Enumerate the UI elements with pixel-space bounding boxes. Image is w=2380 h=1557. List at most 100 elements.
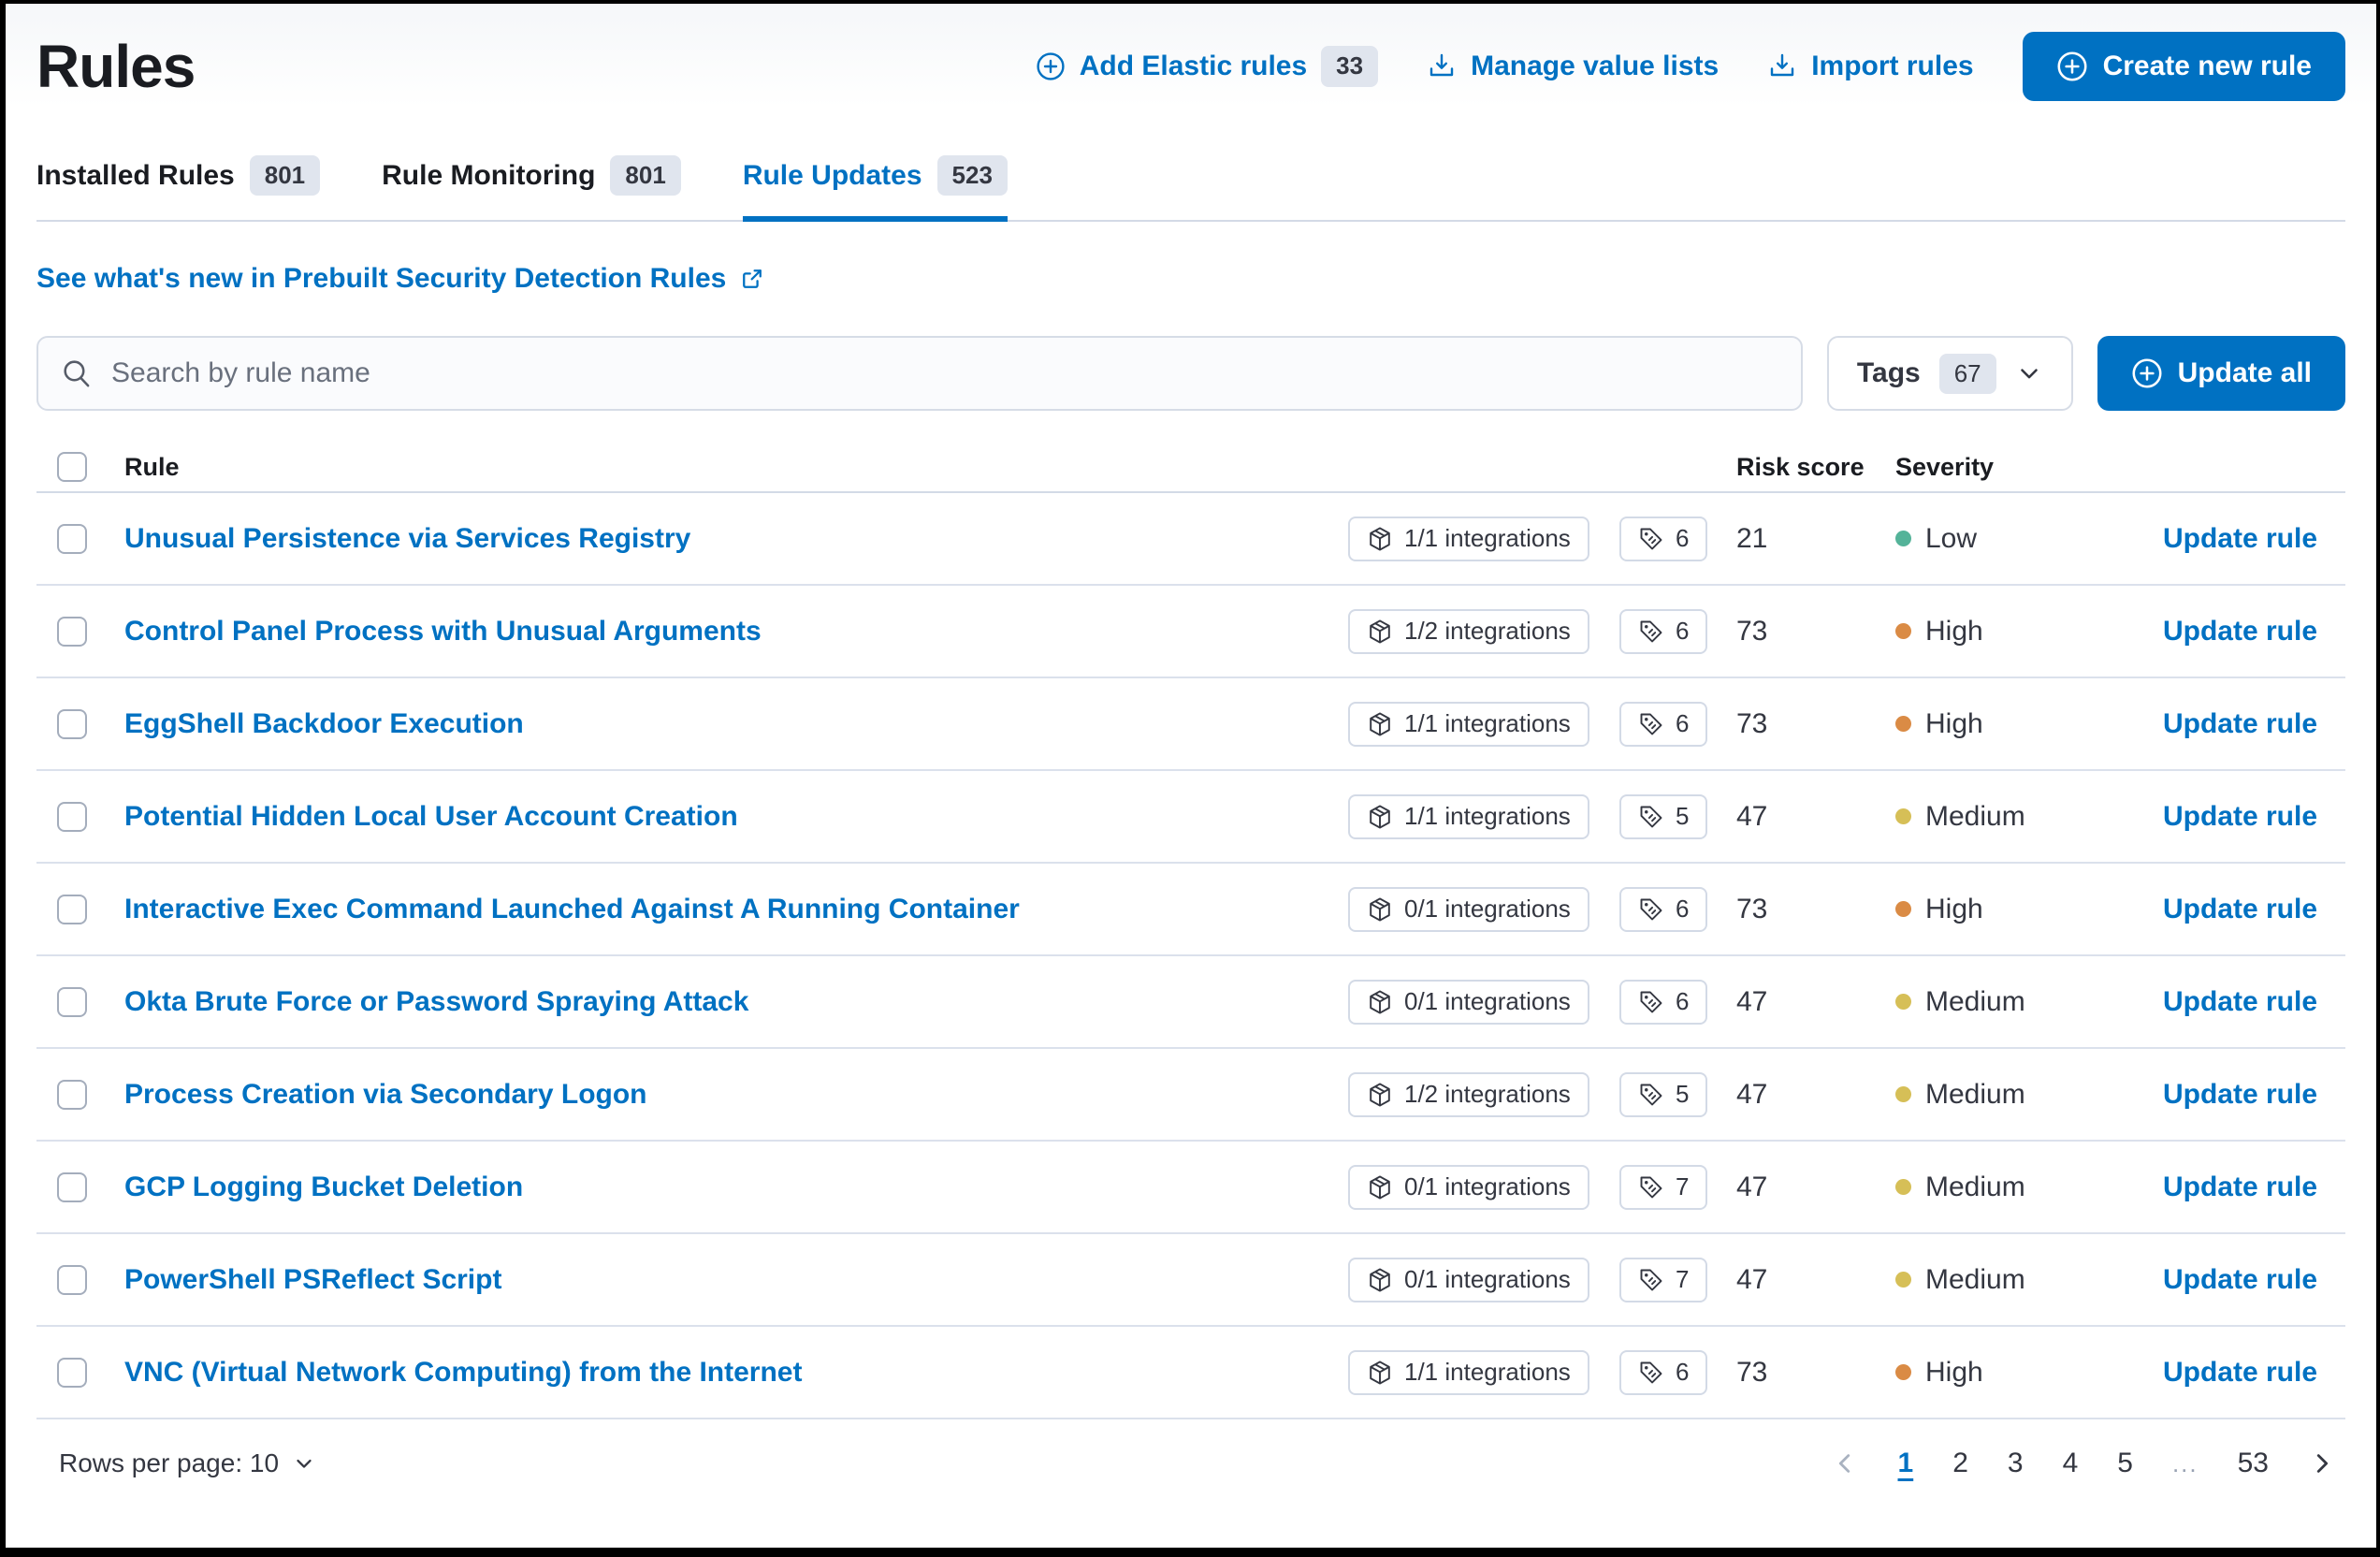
previous-page-button[interactable] xyxy=(1831,1449,1859,1477)
tag-icon xyxy=(1638,1174,1664,1200)
tags-badge[interactable]: 6 xyxy=(1619,886,1708,932)
row-checkbox[interactable] xyxy=(57,1264,87,1295)
import-icon xyxy=(1767,51,1797,81)
tags-badge[interactable]: 6 xyxy=(1619,1349,1708,1395)
tags-cell: 5 xyxy=(1619,793,1736,839)
next-page-button[interactable] xyxy=(2308,1449,2336,1477)
tags-badge-label: 7 xyxy=(1676,1265,1690,1294)
tags-filter-button[interactable]: Tags 67 xyxy=(1826,336,2073,412)
pagination-page-1[interactable]: 1 xyxy=(1897,1448,1914,1479)
rule-name-cell: Unusual Persistence via Services Registr… xyxy=(102,523,1348,555)
tags-badge[interactable]: 6 xyxy=(1619,516,1708,561)
row-select-cell xyxy=(36,708,102,739)
integrations-cell: 0/1 integrations xyxy=(1348,886,1619,932)
integrations-badge-label: 0/1 integrations xyxy=(1404,987,1571,1016)
update-rule-link[interactable]: Update rule xyxy=(2162,1078,2317,1110)
search-input[interactable] xyxy=(111,357,1778,390)
risk-score-value: 47 xyxy=(1736,1171,1768,1202)
update-rule-link[interactable]: Update rule xyxy=(2162,985,2317,1017)
tags-badge[interactable]: 5 xyxy=(1619,1071,1708,1117)
row-checkbox[interactable] xyxy=(57,708,87,739)
row-checkbox[interactable] xyxy=(57,801,87,832)
update-all-button[interactable]: Update all xyxy=(2097,336,2345,412)
update-rule-link[interactable]: Update rule xyxy=(2162,893,2317,924)
tab-installed-rules[interactable]: Installed Rules 801 xyxy=(36,155,321,222)
tags-badge[interactable]: 6 xyxy=(1619,979,1708,1025)
integrations-badge[interactable]: 1/1 integrations xyxy=(1348,1349,1589,1395)
tab-rule-updates[interactable]: Rule Updates 523 xyxy=(742,155,1008,223)
integrations-badge[interactable]: 0/1 integrations xyxy=(1348,1257,1589,1302)
tags-badge[interactable]: 7 xyxy=(1619,1164,1708,1210)
manage-value-lists-button[interactable]: Manage value lists xyxy=(1427,51,1719,82)
pagination-page-3[interactable]: 3 xyxy=(2007,1448,2024,1479)
rule-name-cell: EggShell Backdoor Execution xyxy=(102,708,1348,740)
create-new-rule-button[interactable]: Create new rule xyxy=(2022,32,2345,101)
pagination-page-5[interactable]: 5 xyxy=(2117,1448,2133,1479)
tags-count-badge: 67 xyxy=(1938,353,1996,394)
severity-label: Medium xyxy=(1925,1263,2025,1295)
update-rule-link[interactable]: Update rule xyxy=(2162,1356,2317,1388)
row-checkbox[interactable] xyxy=(57,1079,87,1110)
rows-per-page-selector[interactable]: Rows per page: 10 xyxy=(59,1448,316,1478)
whats-new-link[interactable]: See what's new in Prebuilt Security Dete… xyxy=(36,263,765,295)
update-rule-link[interactable]: Update rule xyxy=(2162,615,2317,647)
rule-link[interactable]: Potential Hidden Local User Account Crea… xyxy=(124,800,738,832)
rule-link[interactable]: Process Creation via Secondary Logon xyxy=(124,1078,647,1110)
tags-badge[interactable]: 7 xyxy=(1619,1257,1708,1302)
update-rule-link[interactable]: Update rule xyxy=(2162,1263,2317,1295)
rule-link[interactable]: Okta Brute Force or Password Spraying At… xyxy=(124,985,749,1017)
row-checkbox[interactable] xyxy=(57,986,87,1017)
rule-link[interactable]: VNC (Virtual Network Computing) from the… xyxy=(124,1356,803,1388)
chevron-down-icon xyxy=(2015,359,2043,387)
pagination-ellipsis: ... xyxy=(2171,1448,2199,1477)
tag-icon xyxy=(1638,1360,1664,1386)
pagination-page-4[interactable]: 4 xyxy=(2062,1448,2079,1479)
tags-badge[interactable]: 6 xyxy=(1619,701,1708,747)
integrations-badge-label: 1/1 integrations xyxy=(1404,1358,1571,1387)
row-checkbox[interactable] xyxy=(57,1171,87,1202)
rule-link[interactable]: Interactive Exec Command Launched Agains… xyxy=(124,893,1020,924)
row-checkbox[interactable] xyxy=(57,1357,87,1388)
rule-link[interactable]: Control Panel Process with Unusual Argum… xyxy=(124,615,762,647)
integrations-badge[interactable]: 0/1 integrations xyxy=(1348,979,1589,1025)
tab-rule-monitoring[interactable]: Rule Monitoring 801 xyxy=(382,155,681,222)
severity-label: Medium xyxy=(1925,1171,2025,1202)
integrations-badge[interactable]: 0/1 integrations xyxy=(1348,1164,1589,1210)
pagination-page-53[interactable]: 53 xyxy=(2237,1448,2269,1479)
table-row: Control Panel Process with Unusual Argum… xyxy=(36,586,2345,679)
rule-link[interactable]: Unusual Persistence via Services Registr… xyxy=(124,522,691,554)
row-checkbox[interactable] xyxy=(57,894,87,924)
tags-badge[interactable]: 6 xyxy=(1619,608,1708,654)
rule-link[interactable]: GCP Logging Bucket Deletion xyxy=(124,1171,524,1202)
column-header-risk-score: Risk score xyxy=(1736,452,1865,481)
update-rule-link[interactable]: Update rule xyxy=(2162,1171,2317,1202)
integrations-badge[interactable]: 1/1 integrations xyxy=(1348,701,1589,747)
pagination-page-2[interactable]: 2 xyxy=(1952,1448,1968,1479)
tags-badge[interactable]: 5 xyxy=(1619,793,1708,839)
rule-link[interactable]: PowerShell PSReflect Script xyxy=(124,1263,502,1295)
import-rules-button[interactable]: Import rules xyxy=(1767,51,1974,82)
update-rule-link[interactable]: Update rule xyxy=(2162,522,2317,554)
action-cell: Update rule xyxy=(2094,1357,2345,1389)
add-elastic-rules-button[interactable]: Add Elastic rules 33 xyxy=(1036,46,1379,87)
update-all-label: Update all xyxy=(2177,357,2312,389)
integrations-badge[interactable]: 1/1 integrations xyxy=(1348,516,1589,561)
action-cell: Update rule xyxy=(2094,801,2345,833)
select-all-checkbox[interactable] xyxy=(57,452,87,483)
update-rule-link[interactable]: Update rule xyxy=(2162,707,2317,739)
integrations-cell: 1/1 integrations xyxy=(1348,516,1619,561)
package-icon xyxy=(1367,711,1393,737)
integrations-badge[interactable]: 1/2 integrations xyxy=(1348,608,1589,654)
table-row: Potential Hidden Local User Account Crea… xyxy=(36,771,2345,865)
integrations-badge[interactable]: 0/1 integrations xyxy=(1348,886,1589,932)
rule-name-cell: PowerShell PSReflect Script xyxy=(102,1264,1348,1296)
integrations-badge[interactable]: 1/2 integrations xyxy=(1348,1071,1589,1117)
tags-cell: 6 xyxy=(1619,886,1736,932)
tags-cell: 6 xyxy=(1619,516,1736,561)
update-rule-link[interactable]: Update rule xyxy=(2162,800,2317,832)
integrations-badge[interactable]: 1/1 integrations xyxy=(1348,793,1589,839)
rule-link[interactable]: EggShell Backdoor Execution xyxy=(124,707,524,739)
row-checkbox[interactable] xyxy=(57,616,87,647)
row-checkbox[interactable] xyxy=(57,523,87,554)
severity-dot xyxy=(1895,994,1911,1011)
